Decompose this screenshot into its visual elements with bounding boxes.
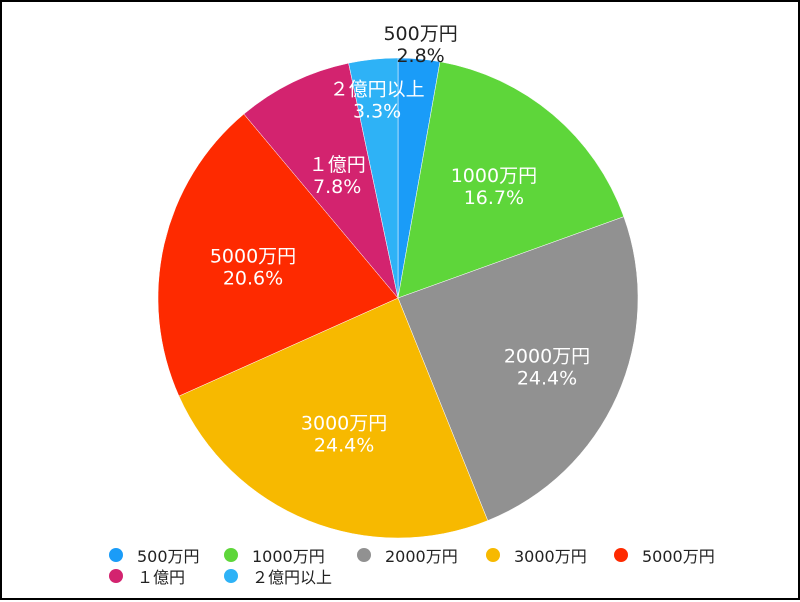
pie-slice-6 [348, 57, 399, 299]
slice-category-label-5: １億円 [309, 154, 366, 176]
slice-value-label-1: 16.7% [464, 187, 524, 209]
slice-category-label-3: 3000万円 [301, 413, 387, 435]
pie-slice-4 [157, 113, 399, 397]
slice-category-label-1: 1000万円 [451, 165, 537, 187]
slice-category-label-6: ２億円以上 [330, 79, 425, 101]
pie-slice-5 [243, 62, 399, 299]
slice-value-label-2: 24.4% [517, 368, 577, 390]
pie-labels: 500万円2.8%1000万円16.7%2000万円24.4%3000万円24.… [210, 23, 590, 456]
pie-slice-2 [397, 216, 639, 521]
slice-category-label-0: 500万円 [383, 23, 457, 45]
slice-value-label-6: 3.3% [353, 101, 401, 123]
pie-slices [157, 57, 639, 539]
slice-value-label-5: 7.8% [313, 176, 361, 198]
slice-value-label-4: 20.6% [223, 268, 283, 290]
pie-slice-3 [178, 297, 489, 539]
slice-category-label-4: 5000万円 [210, 246, 296, 268]
pie-slice-1 [397, 61, 625, 299]
slice-value-label-0: 2.8% [396, 45, 444, 67]
slice-category-label-2: 2000万円 [504, 346, 590, 368]
slice-value-label-3: 24.4% [314, 435, 374, 457]
